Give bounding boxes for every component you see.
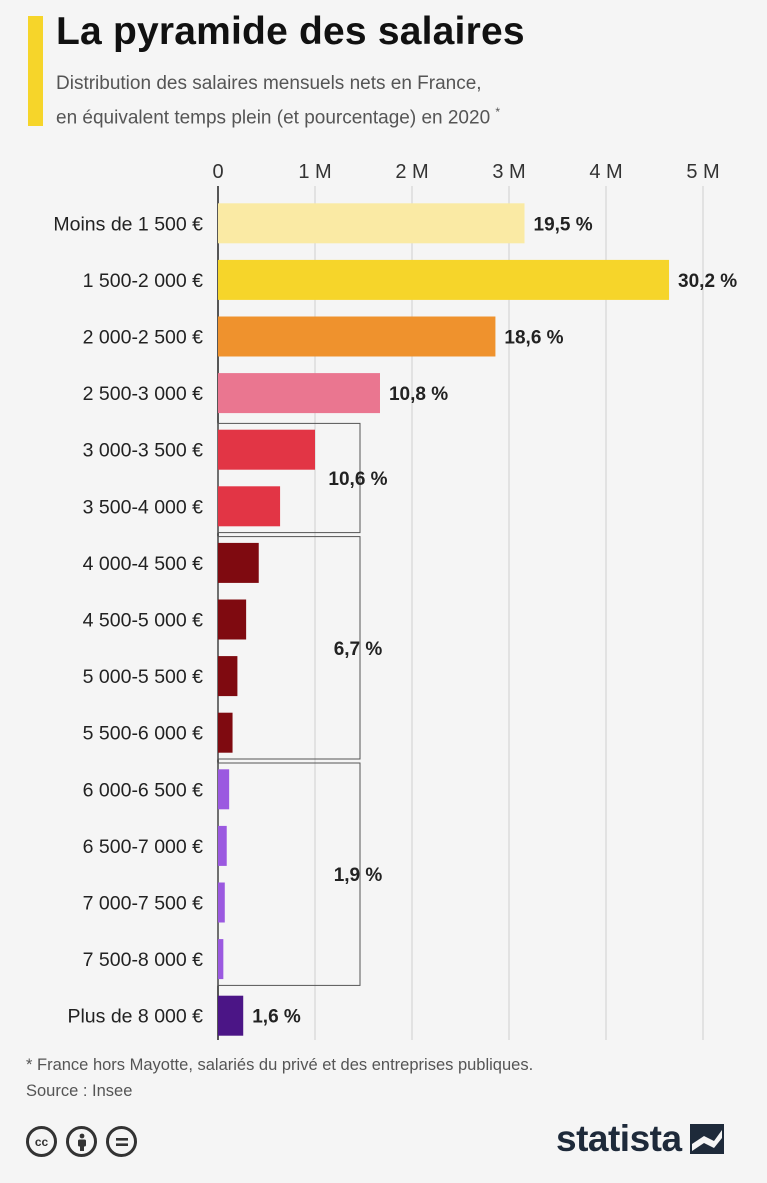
x-tick-label: 5 M	[686, 161, 719, 183]
bar	[218, 599, 247, 640]
subtitle-line-2-text: en équivalent temps plein (et pourcentag…	[56, 107, 491, 129]
bar	[218, 373, 380, 414]
x-tick-label: 0	[212, 161, 223, 183]
category-label: 2 500-3 000 €	[83, 383, 204, 405]
bar	[218, 656, 238, 697]
statista-logo[interactable]: statista	[556, 1118, 724, 1160]
x-tick-label: 4 M	[589, 161, 622, 183]
no-derivatives-icon[interactable]	[106, 1126, 137, 1157]
bar	[218, 712, 233, 753]
group-label: 10,6 %	[328, 469, 387, 490]
no-derivatives-icon-glyph	[115, 1137, 128, 1146]
category-label: 3 000-3 500 €	[83, 440, 204, 462]
bar	[218, 259, 670, 300]
bar	[218, 486, 281, 527]
category-label: 5 500-6 000 €	[83, 723, 204, 745]
accent-bar	[28, 16, 43, 126]
group-label: 6,7 %	[334, 639, 383, 660]
bar	[218, 769, 230, 810]
group-bracket	[217, 422, 361, 534]
category-label: 6 000-6 500 €	[83, 779, 204, 801]
data-label: 10,8 %	[389, 384, 448, 405]
subtitle-footnote-mark: *	[495, 105, 501, 119]
x-tick-label: 3 M	[492, 161, 525, 183]
category-label: 1 500-2 000 €	[83, 270, 204, 292]
footnote-source: Source : Insee	[26, 1082, 133, 1100]
data-label: 1,6 %	[252, 1007, 301, 1028]
category-label: Plus de 8 000 €	[67, 1006, 203, 1028]
category-label: 6 500-7 000 €	[83, 836, 204, 858]
data-label: 30,2 %	[678, 271, 737, 292]
category-label: 4 000-4 500 €	[83, 553, 204, 575]
attribution-icon[interactable]	[66, 1126, 97, 1157]
bar	[218, 542, 259, 583]
data-label: 18,6 %	[504, 328, 563, 349]
chart-title: La pyramide des salaires	[56, 10, 525, 53]
brand-name: statista	[556, 1118, 682, 1159]
group-label: 1,9 %	[334, 865, 383, 886]
data-label: 19,5 %	[534, 214, 593, 235]
bar	[218, 203, 525, 244]
bar	[218, 316, 496, 357]
footnote: * France hors Mayotte, salariés du privé…	[26, 1052, 533, 1104]
category-label: 4 500-5 000 €	[83, 610, 204, 632]
attribution-icon-glyph	[77, 1133, 86, 1151]
footnote-note: * France hors Mayotte, salariés du privé…	[26, 1056, 534, 1074]
bar-chart: 0 1 M 2 M 3 M 4 M 5 M 10,6 % 6,7 % 1,9 % Moins de…	[53, 161, 737, 1040]
chart-subtitle: Distribution des salaires mensuels nets …	[56, 70, 736, 132]
category-label: 5 000-5 500 €	[83, 666, 204, 688]
bar	[218, 882, 225, 923]
group-bracket	[217, 536, 361, 760]
group-bracket	[217, 762, 361, 986]
bar	[218, 995, 244, 1036]
category-label: 3 500-4 000 €	[83, 496, 204, 518]
category-label: 2 000-2 500 €	[83, 327, 204, 349]
subtitle-line-1: Distribution des salaires mensuels nets …	[56, 73, 482, 94]
license-icons: cc	[26, 1126, 137, 1157]
category-label: 7 000-7 500 €	[83, 893, 204, 915]
x-tick-label: 2 M	[395, 161, 428, 183]
x-tick-label: 1 M	[298, 161, 331, 183]
cc-icon[interactable]: cc	[26, 1126, 57, 1157]
bar	[218, 939, 224, 980]
statista-logo-icon	[689, 1124, 724, 1154]
bar	[218, 825, 227, 866]
category-label: 7 500-8 000 €	[83, 949, 204, 971]
bar	[218, 429, 315, 470]
category-label: Moins de 1 500 €	[53, 213, 203, 235]
subtitle-line-2: en équivalent temps plein (et pourcentag…	[56, 98, 736, 132]
